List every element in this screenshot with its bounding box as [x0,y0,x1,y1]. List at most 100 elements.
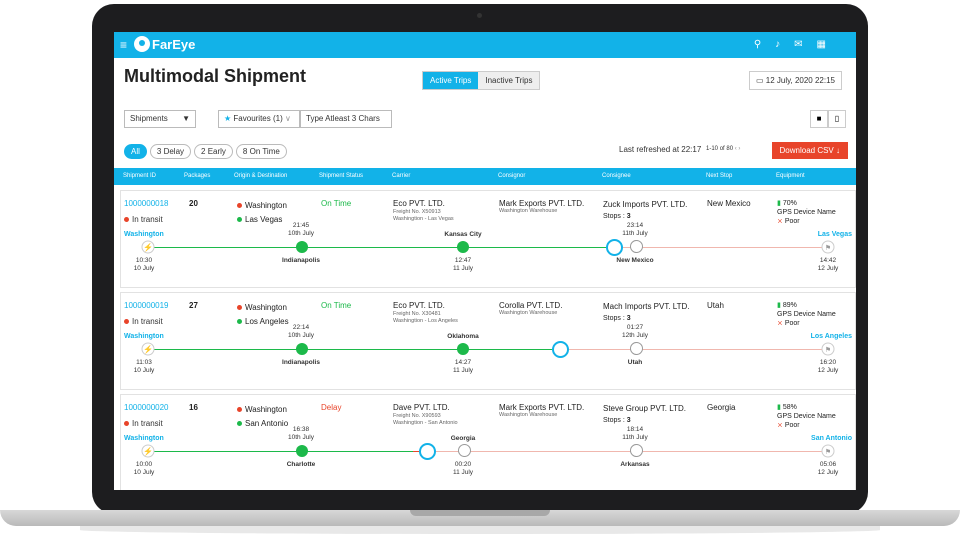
col-next-stop[interactable]: Next Stop [706,173,733,179]
list-view-icon[interactable]: ■ [810,110,828,128]
shipment-card[interactable]: 1000000019 In transit 27 Washington Los … [120,292,856,390]
end-time-value: 05:06 [819,461,837,468]
stop1-date: 10th July [287,434,315,441]
shipment-card[interactable]: 1000000018 In transit 20 Washington Las … [120,190,856,288]
carrier-name: Dave PVT. LTD. [393,403,450,412]
apps-grid-icon[interactable]: ▦ [816,39,826,50]
progress-line-pending [425,451,828,452]
timeline-end-city: Las Vegas [817,231,852,238]
battery-level: 58% [782,404,797,411]
consignee: Mach Imports PVT. LTD. Stops : 3 [603,302,690,322]
consignor-name: Corolla PVT. LTD. [499,301,563,310]
current-position-marker[interactable] [419,443,436,460]
destination-pin-icon [237,217,242,223]
col-consignor[interactable]: Consignor [498,173,526,179]
col-equipment[interactable]: Equipment [776,173,805,179]
shipments-dropdown[interactable]: Shipments ▼ [124,110,196,128]
shipment-status: On Time [321,199,352,208]
signal-status: Poor [784,218,800,225]
consignor-name: Mark Exports PVT. LTD. [499,199,585,208]
carrier: Eco PVT. LTD. Freight No. X50913 Washing… [393,199,454,223]
current-position-marker[interactable] [606,239,623,256]
chip-all[interactable]: All [124,144,147,159]
destination: San Antonio [245,419,289,428]
packages-count: 27 [189,301,198,310]
col-shipment-status[interactable]: Shipment Status [319,173,364,179]
svg-text:⚡: ⚡ [143,446,153,456]
stop2-city: Kansas City [444,231,482,238]
chip-delay[interactable]: 3 Delay [149,144,192,159]
battery-level: 89% [782,302,797,309]
stop2-city: Oklahoma [447,333,479,340]
battery-icon: ▮ [777,200,781,207]
logo: FarEye [134,36,195,52]
battery-level: 70% [782,200,797,207]
shipment-id-link[interactable]: 1000000019 [124,301,169,310]
origin-destination: Washington Los Angeles [237,301,289,329]
progress-line-done [148,349,560,350]
favourites-dropdown[interactable]: ★ Favourites (1) ∨ [218,110,300,128]
prev-page-icon[interactable]: ‹ [734,146,737,152]
stop-marker-done[interactable] [296,445,308,457]
stop3-eta: 18:14 11th July [605,426,665,442]
col-packages[interactable]: Packages [184,173,211,179]
tab-inactive-trips[interactable]: Inactive Trips [478,72,540,89]
stop-marker-done[interactable] [457,241,469,253]
mail-icon[interactable]: ✉ [794,39,803,50]
consignor-location: Washington Warehouse [499,412,558,418]
stop3-city: Utah [627,359,643,366]
stop-marker-pending[interactable] [630,240,643,253]
col-shipment-id[interactable]: Shipment ID [123,173,157,179]
stop-marker-done[interactable] [296,241,308,253]
stop3-date: 12th July [621,332,649,339]
equipment: ▮ 70% GPS Device Name ⨯ Poor [777,199,836,226]
transit-status: In transit [124,317,163,326]
destination: Las Vegas [245,215,283,224]
download-label: Download CSV [779,146,834,155]
stop1-eta: 16:38 10th July [271,426,331,442]
current-position-marker[interactable] [552,341,569,358]
bell-icon[interactable]: ♪ [775,39,781,50]
next-stop: New Mexico [707,199,751,208]
hamburger-icon[interactable]: ≡ [120,38,128,52]
next-page-icon[interactable]: › [738,146,741,152]
device-name: GPS Device Name [777,413,836,420]
end-time: 16:20 12 July [813,359,843,375]
shipment-card[interactable]: 1000000020 In transit 16 Washington San … [120,394,856,490]
stop-marker-done[interactable] [296,343,308,355]
col-carrier[interactable]: Carrier [392,173,411,179]
chip-early[interactable]: 2 Early [194,144,233,159]
shipment-status: Delay [321,403,342,412]
consignor: Mark Exports PVT. LTD. Washington Wareho… [499,199,584,215]
shipment-id-link[interactable]: 1000000018 [124,199,169,208]
device-name: GPS Device Name [777,209,836,216]
stop-marker-done[interactable] [457,343,469,355]
last-refreshed: Last refreshed at 22:17 [619,145,702,154]
stop-marker-pending[interactable] [630,444,643,457]
stop1-time: 21:45 [292,222,310,229]
filter-row: Shipments ▼ ★ Favourites (1) ∨ Type Atle… [124,110,846,130]
trip-tabs: Active Trips Inactive Trips [422,71,541,90]
col-consignee[interactable]: Consignee [602,173,631,179]
download-csv-button[interactable]: Download CSV ↓ [771,142,848,159]
stop3-eta: 01:27 12th July [605,324,665,340]
origin-pin-icon [237,407,242,413]
tab-active-trips[interactable]: Active Trips [423,72,479,89]
stop3-date: 11th July [622,434,648,441]
view-toggle: ■ ▯ [810,110,846,128]
search-icon[interactable]: ⚲ [753,39,762,50]
shipment-id-link[interactable]: 1000000020 [124,403,169,412]
stop-marker-pending[interactable] [458,444,471,457]
consignor: Mark Exports PVT. LTD. Washington Wareho… [499,403,584,419]
freight-no: Freight No. X90593 [393,413,441,419]
map-view-icon[interactable]: ▯ [828,110,846,128]
page-title: Multimodal Shipment [124,66,306,86]
stop-marker-pending[interactable] [630,342,643,355]
svg-text:⚡: ⚡ [143,344,153,354]
col-origin-destination[interactable]: Origin & Destination [234,173,288,179]
table-header: Shipment ID Packages Origin & Destinatio… [114,168,856,185]
chip-on-time[interactable]: 8 On Time [235,144,287,159]
search-input[interactable]: Type Atleast 3 Chars [300,110,392,128]
date-picker[interactable]: ▭ 12 July, 2020 22:15 [748,71,842,90]
device-name: GPS Device Name [777,311,836,318]
